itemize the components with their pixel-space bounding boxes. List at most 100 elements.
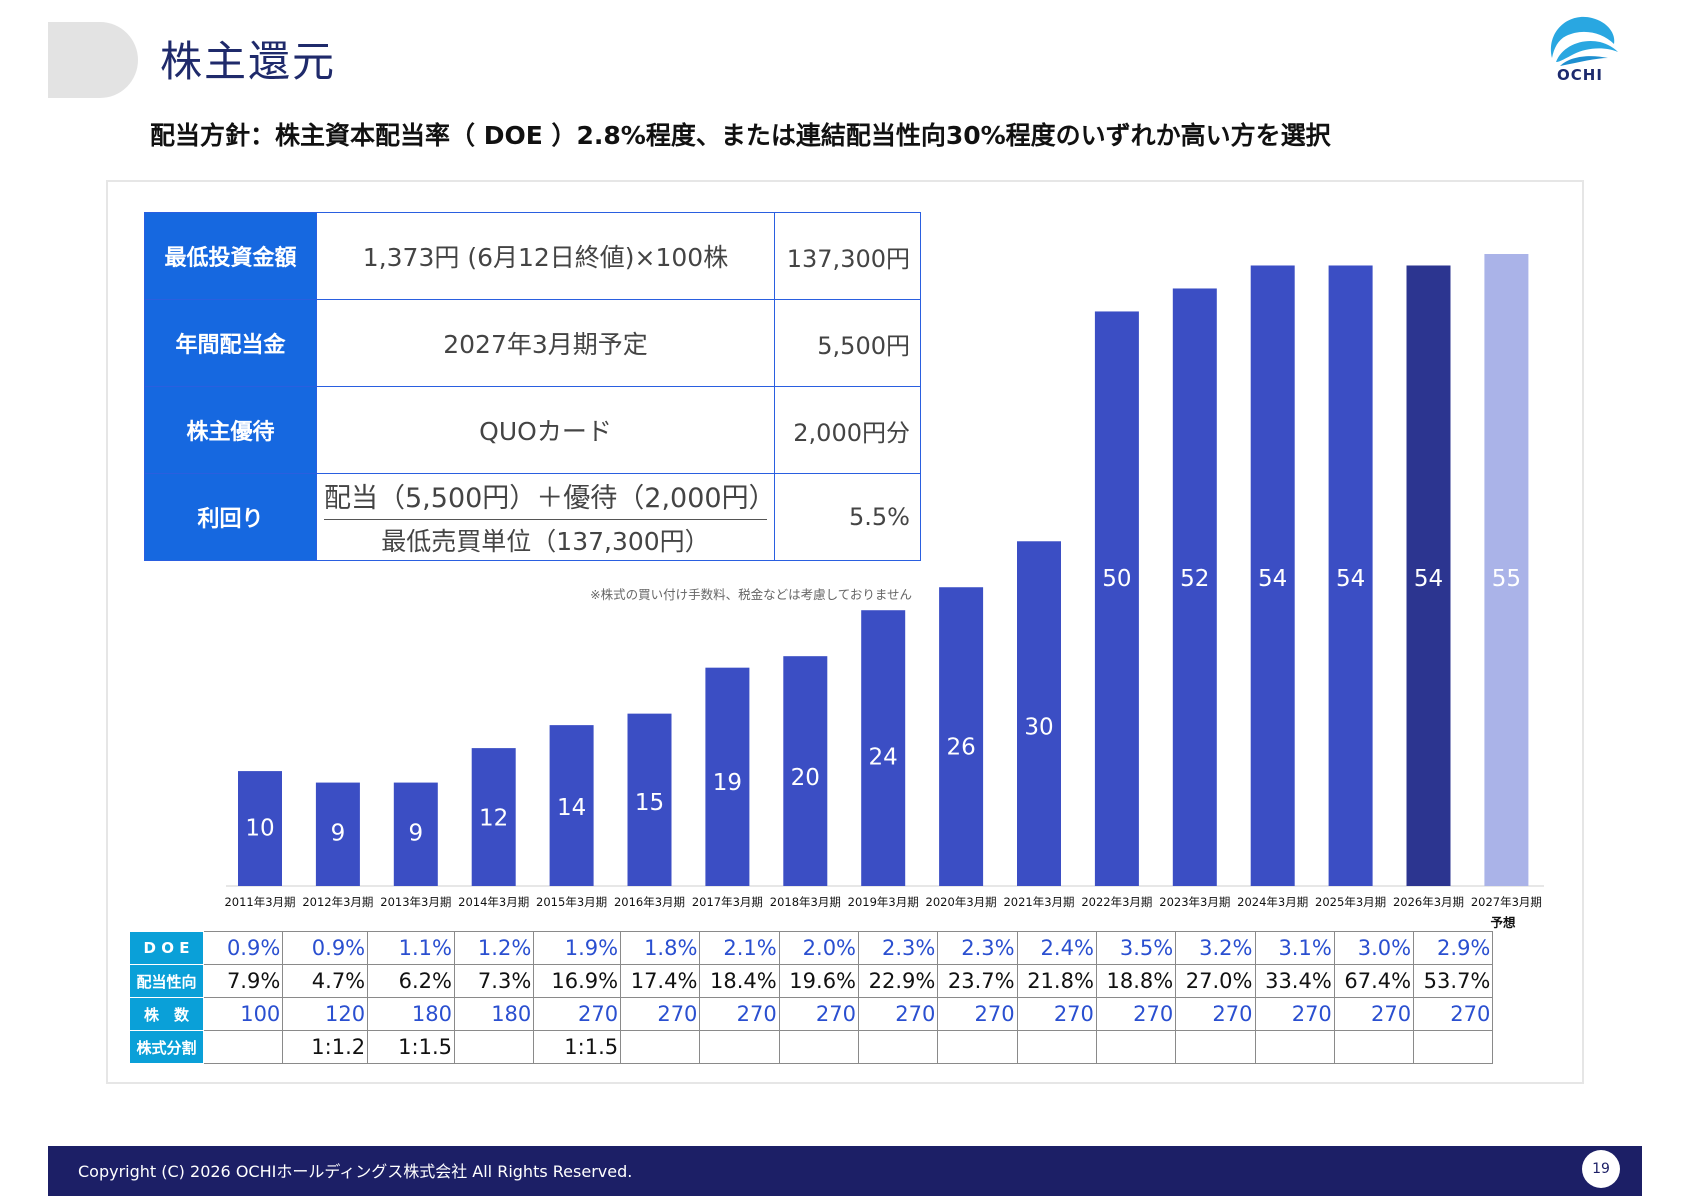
bar-value-label: 54 [1258,566,1287,592]
stats-cell: 1.1% [367,931,455,965]
dividend-bar-chart: 10 2011年3月期 9 2012年3月期 9 2013年3月期 12 2014年3月期 14… [224,254,1544,909]
stats-cell [778,1030,860,1064]
stats-cell [1016,1030,1097,1064]
row-value: 137,300円 [774,212,921,300]
category-label: 2011年3月期 [224,895,295,909]
stats-cell: 23.7% [937,964,1018,998]
stats-cell: 0.9% [282,931,369,965]
category-label: 2019年3月期 [848,895,919,909]
bar [1250,265,1295,886]
stats-cell: 270 [1175,997,1256,1031]
bar [238,771,282,886]
row-header: 最低投資金額 [144,212,317,300]
bar [627,713,672,886]
ochi-logo-icon [1551,16,1618,66]
stats-cell: 270 [937,997,1018,1031]
stats-cell: 2.0% [778,931,860,965]
investment-row: 最低投資金額 1,373円 (6月12日終値)×100株 137,300円 [144,212,921,300]
stats-cell: 2.3% [937,931,1018,965]
stats-cell: 1.8% [620,931,701,965]
stats-row-label: 株 数 [129,997,204,1031]
stats-cell: 270 [699,997,780,1031]
bar [393,782,438,886]
row-description: 1,373円 (6月12日終値)×100株 [316,212,775,300]
stats-cell: 19.6% [778,964,860,998]
stats-cell: 1.9% [533,931,622,965]
stats-cell: 270 [858,997,939,1031]
stats-cell: 3.2% [1175,931,1256,965]
bar-value-label: 24 [869,745,898,771]
bar [783,656,828,886]
category-label: 2025年3月期 [1315,895,1386,909]
stats-cell: 2.4% [1016,931,1097,965]
stats-cell [1413,1030,1494,1064]
stats-cell: 33.4% [1254,964,1335,998]
bar-value-label: 19 [713,770,742,796]
bar [861,610,906,886]
bar-value-label: 9 [331,820,346,846]
stats-cell: 2.9% [1413,931,1494,965]
stats-cell [620,1030,701,1064]
category-label: 2021年3月期 [1003,895,1074,909]
stats-cell: 270 [1333,997,1415,1031]
bar-value-label: 26 [946,735,975,761]
stats-cell: 270 [533,997,622,1031]
bar-value-label: 9 [408,820,423,846]
category-label: 2023年3月期 [1159,895,1230,909]
stats-cell: 270 [620,997,701,1031]
stats-cell: 67.4% [1333,964,1415,998]
bar-value-label: 30 [1024,714,1053,740]
stats-cell: 2.1% [699,931,780,965]
row-value: 2,000円分 [774,386,921,474]
stats-cell: 21.8% [1016,964,1097,998]
stats-cell: 0.9% [202,931,284,965]
row-value: 5,500円 [774,299,921,387]
stats-row-label: 配当性向 [129,964,204,998]
row-description: QUOカード [316,386,775,474]
stats-cell: 6.2% [367,964,455,998]
stats-cell: 270 [1095,997,1177,1031]
bar-value-label: 50 [1102,566,1131,592]
bar [315,782,360,886]
category-label: 2012年3月期 [302,895,373,909]
category-label: 2027年3月期 [1471,895,1542,909]
bar [1094,311,1139,886]
category-label: 2016年3月期 [614,895,685,909]
stats-cell: 17.4% [620,964,701,998]
bar-value-label: 14 [557,795,586,821]
stats-cell [202,1030,284,1064]
row-header: 株主優待 [144,386,317,474]
dividend-stats-table: D O E 0.9% 0.9% 1.1% 1.2% 1.9% 1.8% 2.1% 2.0% 2.3… [129,931,1494,1064]
bar [549,725,594,886]
bar-value-label: 10 [245,815,274,841]
row-header: 年間配当金 [144,299,317,387]
stats-cell: 270 [1413,997,1494,1031]
stats-cell [453,1030,535,1064]
dividend-policy: 配当方針：株主資本配当率（ DOE ）2.8%程度、または連結配当性向30%程度… [150,121,1331,150]
bar [939,587,984,886]
stats-cell [858,1030,939,1064]
content-frame [106,180,1584,1084]
stats-row: D O E 0.9% 0.9% 1.1% 1.2% 1.9% 1.8% 2.1% 2.0% 2.3… [129,931,1494,965]
stats-cell: 270 [778,997,860,1031]
stats-cell: 7.3% [453,964,535,998]
stats-row-label: 株式分割 [129,1030,204,1064]
footer-bar [48,1146,1642,1196]
bar [1328,265,1373,886]
stats-cell: 270 [1016,997,1097,1031]
stats-cell [1254,1030,1335,1064]
page-number: 19 [1582,1150,1620,1188]
copyright-text: Copyright (C) 2026 OCHIホールディングス株式会社 All … [78,1162,633,1181]
stats-cell: 18.4% [699,964,780,998]
bar-value-label: 52 [1180,566,1209,592]
stats-cell [1095,1030,1177,1064]
stats-row: 株 数 100 120 180 180 270 270 270 270 270 270 270 270 2… [129,997,1494,1031]
investment-table: 最低投資金額 1,373円 (6月12日終値)×100株 137,300円 年間… [144,212,921,561]
fee-note: ※株式の買い付け手数料、税金などは考慮しておりません [590,587,912,602]
stats-cell: 3.5% [1095,931,1177,965]
stats-cell: 2.3% [858,931,939,965]
stats-cell: 1.2% [453,931,535,965]
stats-cell: 100 [202,997,284,1031]
bar [705,667,750,886]
forecast-sublabel: 予想 [1490,915,1516,930]
